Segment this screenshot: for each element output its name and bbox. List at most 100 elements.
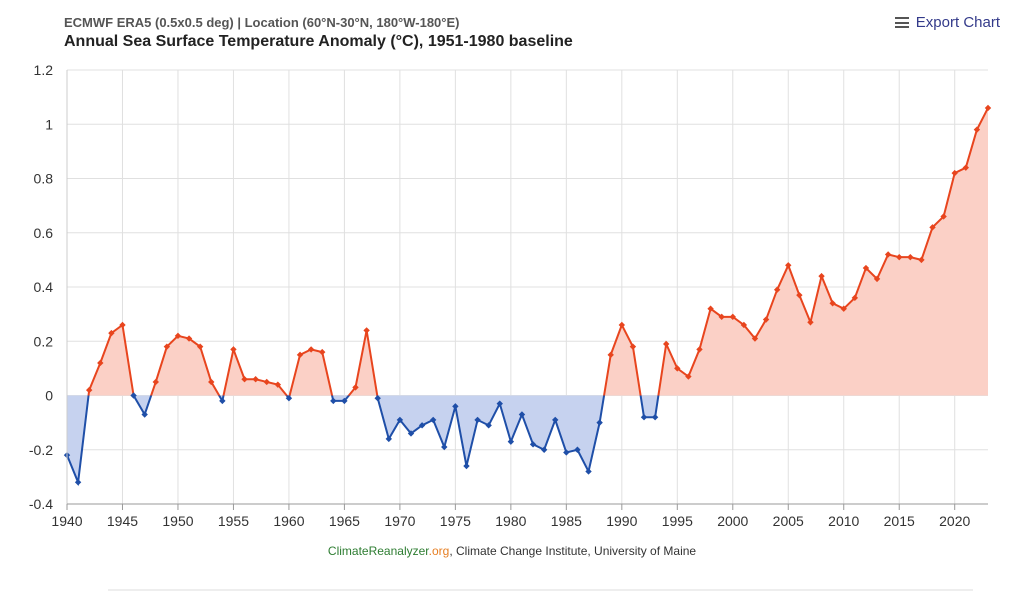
data-point[interactable] bbox=[829, 300, 836, 307]
data-point[interactable] bbox=[274, 381, 282, 388]
data-point[interactable] bbox=[574, 446, 581, 453]
data-point[interactable] bbox=[529, 441, 537, 448]
data-point[interactable] bbox=[185, 335, 193, 342]
x-tick-label: 1955 bbox=[218, 513, 249, 529]
data-point[interactable] bbox=[762, 316, 770, 323]
data-point[interactable] bbox=[840, 305, 847, 312]
data-point[interactable] bbox=[607, 351, 614, 359]
x-tick-label: 1985 bbox=[551, 513, 582, 529]
data-point[interactable] bbox=[285, 395, 293, 402]
data-point[interactable] bbox=[374, 395, 381, 402]
data-point[interactable] bbox=[818, 272, 825, 280]
data-point[interactable] bbox=[851, 294, 859, 302]
data-point[interactable] bbox=[385, 435, 392, 443]
data-point[interactable] bbox=[319, 348, 326, 356]
anomaly-areas bbox=[67, 107, 988, 483]
data-point[interactable] bbox=[263, 378, 270, 386]
data-point[interactable] bbox=[108, 329, 115, 337]
data-point[interactable] bbox=[896, 253, 903, 261]
data-point[interactable] bbox=[984, 104, 992, 112]
data-point[interactable] bbox=[174, 332, 182, 340]
data-point[interactable] bbox=[751, 335, 759, 342]
data-point[interactable] bbox=[862, 264, 870, 272]
data-point[interactable] bbox=[585, 468, 592, 475]
data-point[interactable] bbox=[929, 224, 936, 231]
credits-site-name[interactable]: ClimateReanalyzer bbox=[327, 544, 429, 558]
data-point[interactable] bbox=[651, 414, 659, 421]
data-point[interactable] bbox=[441, 443, 448, 451]
data-point[interactable] bbox=[241, 376, 248, 383]
data-point[interactable] bbox=[552, 416, 559, 424]
data-point[interactable] bbox=[873, 275, 881, 283]
data-point[interactable] bbox=[674, 365, 681, 372]
data-point[interactable] bbox=[296, 351, 304, 359]
data-point[interactable] bbox=[230, 346, 237, 353]
data-point[interactable] bbox=[718, 313, 725, 321]
export-chart-label: Export Chart bbox=[915, 14, 1000, 31]
data-point[interactable] bbox=[973, 126, 981, 133]
grid-lines bbox=[66, 69, 988, 505]
data-point[interactable] bbox=[596, 419, 603, 426]
data-point[interactable] bbox=[940, 213, 947, 220]
data-point[interactable] bbox=[119, 321, 126, 329]
bottom-divider bbox=[108, 589, 973, 591]
data-point[interactable] bbox=[196, 343, 204, 350]
x-tick-label: 2010 bbox=[828, 513, 859, 529]
y-tick-label: 0 bbox=[45, 388, 53, 404]
data-point[interactable] bbox=[396, 416, 404, 424]
export-chart-button[interactable]: Export Chart bbox=[894, 14, 1000, 31]
x-tick-label: 2020 bbox=[939, 513, 970, 529]
data-point[interactable] bbox=[707, 305, 714, 312]
data-point[interactable] bbox=[696, 346, 703, 353]
data-point[interactable] bbox=[363, 327, 370, 334]
data-point[interactable] bbox=[518, 411, 526, 418]
data-point[interactable] bbox=[507, 438, 515, 445]
data-point[interactable] bbox=[962, 164, 970, 171]
data-point[interactable] bbox=[474, 416, 481, 424]
data-point[interactable] bbox=[663, 340, 670, 348]
data-point[interactable] bbox=[141, 411, 148, 418]
data-point[interactable] bbox=[74, 479, 82, 486]
data-point[interactable] bbox=[785, 262, 792, 269]
anomaly-points bbox=[63, 104, 992, 486]
data-point[interactable] bbox=[807, 319, 814, 326]
data-point[interactable] bbox=[452, 403, 459, 410]
data-point[interactable] bbox=[918, 256, 925, 264]
data-point[interactable] bbox=[640, 414, 648, 421]
chart-credits[interactable]: ClimateReanalyzer.org, Climate Change In… bbox=[0, 544, 1024, 558]
data-point[interactable] bbox=[219, 397, 226, 405]
data-point[interactable] bbox=[685, 373, 692, 380]
data-point[interactable] bbox=[485, 422, 492, 429]
data-point[interactable] bbox=[252, 376, 259, 383]
data-point[interactable] bbox=[540, 446, 548, 453]
data-point[interactable] bbox=[629, 343, 637, 350]
data-point[interactable] bbox=[330, 397, 337, 405]
data-point[interactable] bbox=[307, 346, 315, 353]
data-point[interactable] bbox=[951, 169, 958, 177]
data-point[interactable] bbox=[407, 430, 415, 437]
data-point[interactable] bbox=[796, 291, 803, 299]
data-point[interactable] bbox=[563, 449, 570, 456]
data-point[interactable] bbox=[907, 253, 914, 261]
data-point[interactable] bbox=[884, 251, 892, 258]
data-point[interactable] bbox=[618, 321, 626, 329]
data-point[interactable] bbox=[773, 286, 781, 293]
data-point[interactable] bbox=[85, 386, 93, 394]
data-point[interactable] bbox=[208, 378, 215, 386]
data-point[interactable] bbox=[429, 416, 437, 424]
data-point[interactable] bbox=[496, 400, 503, 407]
data-point[interactable] bbox=[352, 384, 359, 391]
y-tick-label: 0.4 bbox=[34, 279, 54, 295]
data-point[interactable] bbox=[341, 397, 348, 405]
x-tick-label: 1945 bbox=[107, 513, 138, 529]
data-point[interactable] bbox=[418, 422, 426, 429]
credits-site-domain[interactable]: .org bbox=[428, 544, 450, 558]
data-point[interactable] bbox=[163, 343, 171, 350]
x-tick-label: 2005 bbox=[773, 513, 804, 529]
data-point[interactable] bbox=[729, 313, 736, 321]
data-point[interactable] bbox=[740, 321, 748, 329]
data-point[interactable] bbox=[463, 462, 470, 470]
data-point[interactable] bbox=[152, 378, 159, 386]
data-point[interactable] bbox=[97, 359, 104, 367]
data-point[interactable] bbox=[130, 392, 137, 399]
